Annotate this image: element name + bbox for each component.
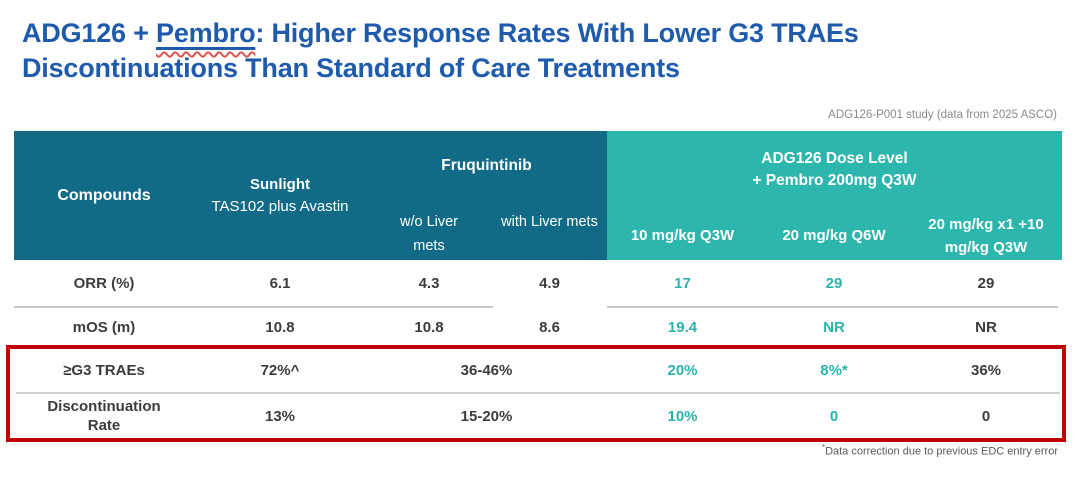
study-note: ADG126-P001 study (data from 2025 ASCO) [828, 109, 1057, 121]
row-label-discontinuation-rate: Discontinuation Rate [14, 397, 194, 435]
title-rest-line1: : Higher Response Rates With Lower G3 TR… [255, 18, 859, 48]
header-dose-20mgkg-x1-10mgkg: 20 mg/kg x1 +10 mg/kg Q3W [910, 211, 1062, 260]
wo-liver-line1: w/o Liver [399, 214, 459, 230]
g3-adg-20mg-x1: 36% [970, 362, 1002, 379]
disc-label-line1: Discontinuation [47, 398, 161, 415]
row-label-mos: mOS (m) [72, 319, 136, 336]
row-separator-right [607, 306, 1058, 308]
dose1-label: 10 mg/kg Q3W [630, 227, 735, 244]
disc-fruquintinib-merged: 15-20% [460, 407, 513, 425]
table-header: Compounds Sunlight TAS102 plus Avastin F… [14, 131, 1062, 260]
header-fruq-with-liver-mets: with Liver mets [501, 214, 598, 230]
mos-fruq-wo-liver: 10.8 [414, 319, 444, 336]
table-row-g3-traes: ≥G3 TRAEs 72%^ 36-46% 20% 8%* 36% [14, 349, 1062, 392]
title-line2: Discontinuations Than Standard of Care T… [22, 53, 680, 83]
disc-label-line2: Rate [87, 417, 121, 434]
header-light-panel [607, 131, 1062, 260]
sunlight-title: Sunlight [250, 175, 310, 193]
mos-fruq-with-liver: 8.6 [539, 319, 560, 336]
row-separator-left [14, 306, 493, 308]
mos-sunlight: 10.8 [265, 319, 295, 336]
row-separator-in-highlight [16, 392, 1060, 394]
dose3-line2: mg/kg Q3W [944, 238, 1028, 256]
g3-adg-20mg-q6w: 8%* [820, 362, 848, 379]
g3-sunlight: 72%^ [260, 362, 300, 379]
footnote-text: Data correction due to previous EDC entr… [825, 445, 1058, 458]
mos-adg-20mg-q6w: NR [823, 319, 845, 336]
row-label-g3-traes: ≥G3 TRAEs [63, 362, 145, 379]
table-row-orr: ORR (%) 6.1 4.3 4.9 17 29 29 [14, 260, 1062, 306]
mos-adg-10mg: 19.4 [667, 319, 698, 336]
dose3-line1: 20 mg/kg x1 +10 [928, 215, 1044, 233]
dose2-label: 20 mg/kg Q6W [782, 227, 886, 244]
table-row-mos: mOS (m) 10.8 10.8 8.6 19.4 NR NR [14, 306, 1062, 349]
row-label-orr: ORR (%) [73, 274, 135, 292]
comparison-table: Compounds Sunlight TAS102 plus Avastin F… [14, 131, 1062, 440]
disc-adg-20mg-q6w: 0 [829, 407, 839, 425]
wo-liver-line2: mets [413, 238, 445, 254]
adg-title-line1: ADG126 Dose Level [761, 150, 908, 167]
table-row-discontinuation-rate: Discontinuation Rate 13% 15-20% 10% 0 0 [14, 392, 1062, 440]
title-underlined-word: Pembro [156, 18, 256, 48]
orr-adg-10mg: 17 [674, 274, 691, 292]
sunlight-subtitle: TAS102 plus Avastin [211, 197, 349, 215]
mos-adg-20mg-x1: NR [975, 319, 997, 336]
footnote-marker: * [821, 443, 826, 452]
header-fruq-wo-liver-mets: w/o Liver mets [366, 210, 492, 258]
slide-title: ADG126 + Pembro: Higher Response Rates W… [22, 16, 1022, 86]
orr-sunlight: 6.1 [269, 274, 291, 292]
header-dark-panel [14, 131, 607, 260]
header-fruquintinib: Fruquintinib [441, 157, 532, 174]
orr-fruq-wo-liver: 4.3 [418, 274, 440, 292]
header-compounds: Compounds [57, 186, 151, 204]
orr-adg-20mg-q6w: 29 [825, 274, 843, 292]
disc-adg-10mg: 10% [667, 407, 698, 425]
g3-adg-10mg: 20% [667, 362, 698, 379]
orr-fruq-with-liver: 4.9 [539, 274, 560, 292]
g3-fruquintinib-merged: 36-46% [460, 362, 513, 379]
header-sunlight: Sunlight TAS102 plus Avastin [194, 131, 366, 260]
adg-title-line2: + Pembro 200mg Q3W [752, 172, 917, 189]
disc-sunlight: 13% [264, 407, 296, 425]
header-adg126-group: ADG126 Dose Level + Pembro 200mg Q3W [607, 148, 1062, 192]
footnote: *Data correction due to previous EDC ent… [822, 443, 1058, 458]
orr-adg-20mg-x1: 29 [977, 274, 995, 292]
title-prefix: ADG126 + [22, 18, 157, 48]
disc-adg-20mg-x1: 0 [981, 407, 991, 425]
header-dose-20mgkg-q6w: 20 mg/kg Q6W [758, 211, 910, 260]
header-dose-10mgkg-q3w: 10 mg/kg Q3W [607, 211, 758, 260]
